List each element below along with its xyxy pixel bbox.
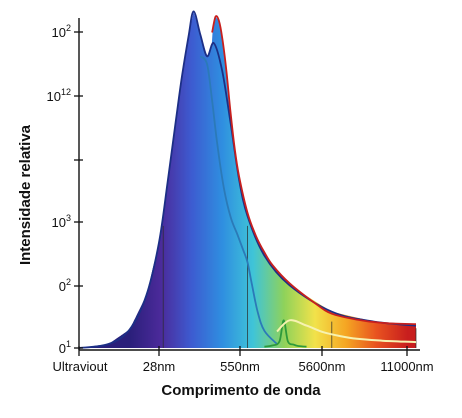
- series-line: [276, 319, 417, 344]
- y-tick-label: 1012: [47, 87, 71, 104]
- y-tick-label: 103: [52, 213, 71, 230]
- x-axis-ticks: Ultraviout 28nm 550nm 5600nm 11000nm: [53, 346, 434, 374]
- series-line: [199, 55, 278, 345]
- x-axis: Ultraviout 28nm 550nm 5600nm 11000nm: [53, 346, 434, 374]
- x-tick-label: 5600nm: [299, 359, 346, 374]
- x-tick-label: 28nm: [143, 359, 176, 374]
- y-tick-label: 02: [59, 277, 71, 294]
- series-line: [211, 15, 417, 326]
- y-axis: 102 1012 103 02 01: [47, 18, 83, 356]
- x-tick-label: 11000nm: [380, 359, 433, 374]
- series-lines: [78, 10, 417, 349]
- x-tick-label: 550nm: [220, 359, 260, 374]
- series-line: [78, 10, 417, 349]
- series-line: [264, 319, 307, 348]
- x-tick-label: Ultraviout: [53, 359, 108, 374]
- x-axis-title: Comprimento de onda: [161, 382, 321, 399]
- y-tick-label: 102: [52, 23, 71, 40]
- y-axis-title: Intensidade relativa: [17, 124, 34, 265]
- y-tick-label: 01: [59, 339, 71, 356]
- y-axis-ticks: 102 1012 103 02 01: [47, 23, 83, 356]
